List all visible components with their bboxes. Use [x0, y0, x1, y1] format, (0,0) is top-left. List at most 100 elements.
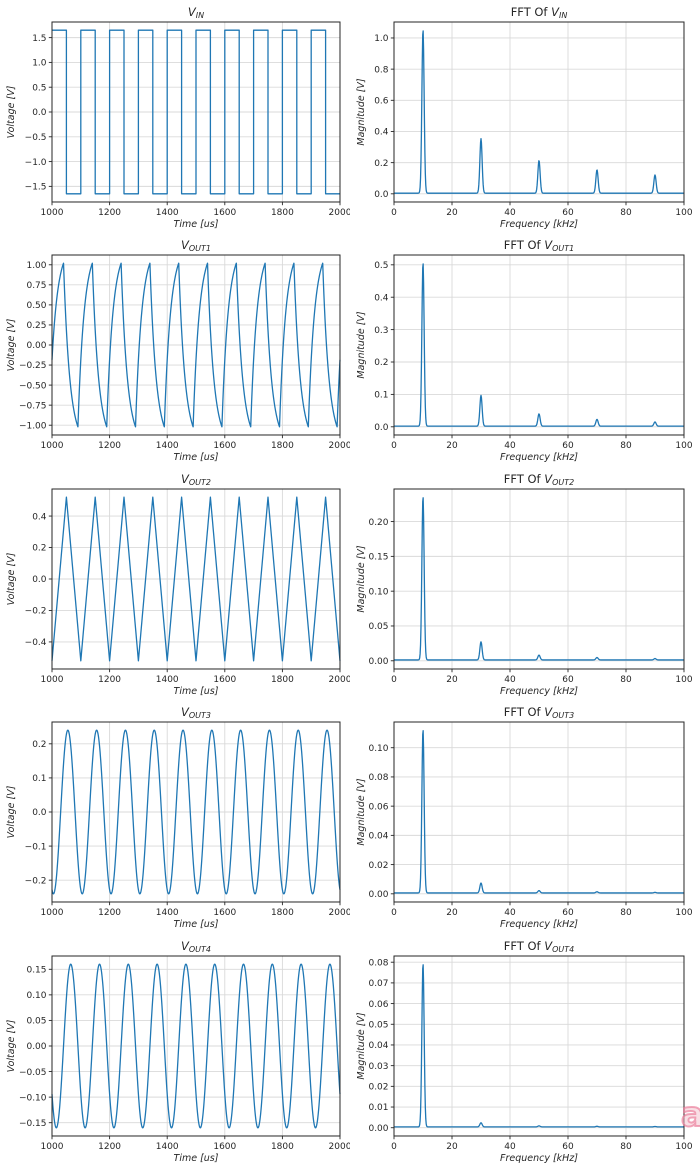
- vout1-time-plot-svg: 1000 1200 1400 1600 1800 2000 1.00 0.75 0.50 0.25…: [6, 238, 352, 463]
- x-axis-label: Time [us]: [174, 919, 219, 930]
- y-tick-label: 0.6: [374, 97, 389, 107]
- subplot-fft-vout3: 0 20 40 60 80 100 0.10 0.08 0.06 0.04 0.02 0.00 FFT …: [350, 700, 700, 933]
- fft-vout3-series-line: [393, 730, 684, 894]
- plot-title: FFT Of VOUT1: [504, 238, 574, 253]
- y-tick-label: 1.0: [32, 59, 47, 69]
- y-tick-label: 0.00: [368, 657, 388, 667]
- y-tick-label: 0.06: [368, 999, 388, 1009]
- x-tick-label: 1800: [271, 208, 294, 218]
- x-tick-label: 1400: [156, 1142, 179, 1152]
- x-tick-label: 80: [620, 1142, 632, 1152]
- x-tick-label: 1800: [271, 675, 294, 685]
- fft-vout4-plot-svg: 0 20 40 60 80 100 0.08 0.07 0.06 0.05 0.04 0.03 0.02…: [356, 939, 693, 1164]
- x-tick-label: 2000: [329, 208, 350, 218]
- y-tick-label: −1.0: [25, 158, 47, 168]
- x-axis-label: Time [us]: [174, 219, 219, 230]
- y-tick-label: 1.5: [32, 34, 46, 44]
- x-tick-label: 1800: [271, 441, 294, 451]
- x-tick-label: 100: [675, 908, 692, 918]
- x-tick-label: 1600: [213, 675, 236, 685]
- y-tick-label: 0.02: [368, 861, 388, 871]
- y-tick-label: 0.5: [32, 83, 46, 93]
- x-axis-label: Time [us]: [174, 452, 219, 463]
- x-tick-label: 0: [391, 441, 397, 451]
- y-tick-label: −0.10: [19, 1093, 47, 1103]
- x-axis-label: Frequency [kHz]: [500, 1153, 578, 1164]
- fft-vin-plot-svg: 0 20 40 60 80 100 1.0 0.8 0.6 0.4 0.2 0.0 FFT Of VIN…: [356, 5, 693, 230]
- y-tick-label: −0.5: [25, 133, 47, 143]
- x-tick-label: 20: [446, 208, 458, 218]
- y-tick-label: −0.50: [19, 382, 47, 392]
- x-tick-label: 0: [391, 908, 397, 918]
- x-tick-label: 2000: [329, 908, 350, 918]
- y-tick-label: 0.4: [374, 128, 389, 138]
- x-tick-label: 20: [446, 1142, 458, 1152]
- x-tick-label: 1400: [156, 675, 179, 685]
- x-tick-label: 60: [562, 208, 574, 218]
- y-tick-label: 0.4: [32, 512, 47, 522]
- fft-vout1-series-line: [393, 263, 684, 428]
- y-tick-label: 0.04: [368, 832, 388, 842]
- y-tick-label: 0.05: [368, 622, 388, 632]
- x-tick-label: 80: [620, 675, 632, 685]
- x-tick-label: 1800: [271, 1142, 294, 1152]
- x-tick-label: 1000: [41, 675, 64, 685]
- fft-vout2-plot-svg: 0 20 40 60 80 100 0.20 0.15 0.10 0.05 0.00 FFT Of V…: [356, 472, 693, 697]
- subplot-vout2-time: 1000 1200 1400 1600 1800 2000 0.4 0.2 0.0 −0.2 −0.…: [0, 467, 352, 700]
- vout4-time-series-line: [51, 963, 341, 1129]
- y-axis-label: Magnitude [V]: [356, 78, 367, 145]
- x-tick-label: 60: [562, 908, 574, 918]
- x-tick-label: 1200: [98, 675, 121, 685]
- axes-spines: [393, 955, 685, 1137]
- y-tick-label: 0.0: [32, 108, 47, 118]
- x-tick-label: 2000: [329, 675, 350, 685]
- y-tick-label: −1.5: [25, 183, 47, 193]
- y-tick-label: 0.08: [368, 958, 388, 968]
- fft-vin-series-line: [393, 30, 684, 194]
- y-tick-label: −0.75: [19, 402, 47, 412]
- y-tick-label: 0.8: [374, 65, 389, 75]
- y-tick-label: 0.5: [374, 261, 388, 271]
- x-tick-label: 40: [504, 675, 516, 685]
- x-tick-label: 1200: [98, 441, 121, 451]
- x-tick-label: 1000: [41, 1142, 64, 1152]
- y-tick-label: −0.25: [19, 362, 47, 372]
- vout3-time-series-line: [51, 729, 341, 895]
- x-axis-label: Frequency [kHz]: [500, 219, 578, 230]
- y-axis-label: Magnitude [V]: [356, 778, 367, 845]
- y-tick-label: −0.2: [25, 606, 47, 616]
- y-tick-label: 0.00: [26, 342, 46, 352]
- y-tick-label: 0.02: [368, 1082, 388, 1092]
- subplot-vout3-time: 1000 1200 1400 1600 1800 2000 0.2 0.1 0.0 −0.1 −0.…: [0, 700, 352, 933]
- vout3-time-plot-svg: 1000 1200 1400 1600 1800 2000 0.2 0.1 0.0 −0.1 −0.…: [6, 705, 352, 930]
- y-tick-label: 0.0: [32, 808, 47, 818]
- x-tick-label: 20: [446, 441, 458, 451]
- plot-title: FFT Of VOUT3: [504, 705, 574, 720]
- x-axis-label: Frequency [kHz]: [500, 452, 578, 463]
- y-tick-label: 0.10: [368, 587, 388, 597]
- y-axis-label: Magnitude [V]: [356, 545, 367, 612]
- plot-title: FFT Of VIN: [511, 5, 568, 20]
- y-tick-label: −0.2: [25, 877, 47, 887]
- y-tick-label: 0.4: [374, 294, 389, 304]
- y-tick-label: 0.0: [374, 190, 389, 200]
- x-tick-label: 0: [391, 208, 397, 218]
- x-tick-label: 100: [675, 208, 692, 218]
- y-tick-label: 0.07: [368, 979, 388, 989]
- x-tick-label: 100: [675, 441, 692, 451]
- y-tick-label: 0.1: [32, 774, 46, 784]
- y-tick-label: 0.05: [368, 1020, 388, 1030]
- subplot-fft-vin: 0 20 40 60 80 100 1.0 0.8 0.6 0.4 0.2 0.0 FFT Of VIN…: [350, 0, 700, 233]
- vin-time-plot-svg: 1000 1200 1400 1600 1800 2000 1.5 1.0 0.5 0.0 −0.5…: [6, 5, 352, 230]
- vout4-time-plot-svg: 1000 1200 1400 1600 1800 2000 0.15 0.10 0.05 0.00…: [6, 939, 352, 1164]
- y-axis-label: Voltage [V]: [6, 1019, 17, 1072]
- x-tick-label: 2000: [329, 1142, 350, 1152]
- y-axis-label: Voltage [V]: [6, 786, 17, 839]
- y-tick-label: 0.25: [26, 322, 46, 332]
- y-tick-label: 0.05: [26, 1016, 46, 1026]
- plot-title: VOUT3: [181, 705, 211, 720]
- x-tick-label: 0: [391, 675, 397, 685]
- x-tick-label: 60: [562, 1142, 574, 1152]
- x-tick-label: 40: [504, 208, 516, 218]
